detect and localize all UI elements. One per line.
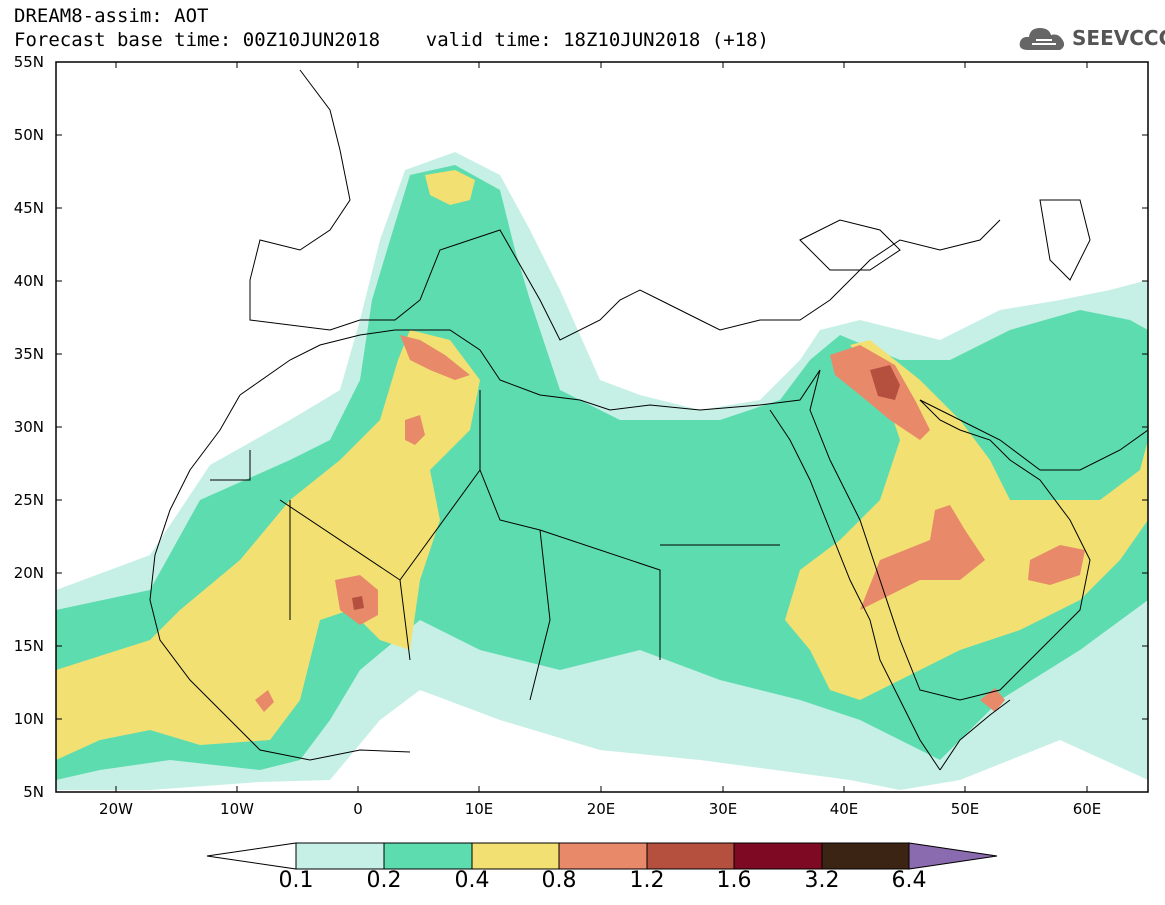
aot-band-1-2 xyxy=(352,596,364,610)
colorbar-bin xyxy=(471,842,560,870)
aot-band-0-8 xyxy=(400,335,470,380)
coastline-arabia xyxy=(809,369,1091,701)
colorbar-label: 3.2 xyxy=(804,868,840,893)
aot-band-0-4 xyxy=(425,170,475,205)
colorbar-label: 6.4 xyxy=(891,868,927,893)
colorbar-high-arrow xyxy=(908,842,998,870)
colorbar-bin xyxy=(558,842,648,870)
colorbar-label: 0.2 xyxy=(366,868,402,893)
coastline-black-sea xyxy=(799,219,901,271)
lon-label: 50E xyxy=(950,800,980,818)
coastline-caspian xyxy=(1039,199,1091,281)
lon-label: 40E xyxy=(829,800,859,818)
colorbar-label: 1.6 xyxy=(716,868,752,893)
lon-label: 30E xyxy=(708,800,738,818)
coastlines xyxy=(149,69,1148,771)
lon-label: 10E xyxy=(464,800,494,818)
coastline-persian-gulf xyxy=(919,399,1148,471)
lat-label: 25N xyxy=(13,491,44,509)
colorbar-bin xyxy=(646,842,735,870)
aot-field xyxy=(56,62,1148,792)
seevccc-logo: SEEVCCC xyxy=(1018,22,1165,54)
lat-label: 55N xyxy=(13,53,44,71)
lat-label: 15N xyxy=(13,637,44,655)
logo-text: SEEVCCC xyxy=(1072,26,1165,50)
aot-band-1-2 xyxy=(870,365,900,400)
forecast-times: Forecast base time: 00Z10JUN2018 valid t… xyxy=(14,29,769,51)
lon-label: 20W xyxy=(99,800,133,818)
coastline-red-sea xyxy=(769,409,941,771)
aot-band-0-4 xyxy=(785,340,1148,700)
colorbar-bin xyxy=(733,842,823,870)
lat-ticks xyxy=(56,61,1148,793)
aot-band-0-8 xyxy=(1028,545,1085,585)
map-title: DREAM8-assim: AOT xyxy=(14,5,209,27)
lat-label: 40N xyxy=(13,272,44,290)
coastline-horn-africa xyxy=(939,699,1011,771)
colorbar-bin xyxy=(383,842,473,870)
colorbar-label: 1.2 xyxy=(629,868,665,893)
colorbar-bin xyxy=(821,842,910,870)
aot-band-0-8 xyxy=(405,415,425,445)
lat-label: 45N xyxy=(13,199,44,217)
lat-label: 35N xyxy=(13,345,44,363)
colorbar-bin xyxy=(295,842,385,870)
coastline-west-africa xyxy=(149,394,411,761)
colorbar-label: 0.1 xyxy=(278,868,314,893)
cloud-icon xyxy=(1019,28,1065,50)
colorbar-label: 0.8 xyxy=(541,868,577,893)
coastline-mediterranean-africa xyxy=(239,329,821,411)
colorbar xyxy=(206,842,998,870)
aot-band-0-8 xyxy=(980,688,1005,712)
coastline-europe xyxy=(249,69,1001,341)
lon-label: 60E xyxy=(1072,800,1102,818)
lat-label: 10N xyxy=(13,710,44,728)
lat-label: 20N xyxy=(13,564,44,582)
lon-label: 0 xyxy=(353,800,363,818)
lon-label: 20E xyxy=(586,800,616,818)
aot-band-0-8 xyxy=(860,505,985,610)
borders-africa xyxy=(210,390,780,701)
colorbar-label: 0.4 xyxy=(454,868,490,893)
aot-band-0-4 xyxy=(56,330,480,760)
lon-ticks xyxy=(115,62,1088,792)
lon-label: 10W xyxy=(220,800,254,818)
lat-label: 50N xyxy=(13,126,44,144)
aot-band-0-8 xyxy=(255,690,274,712)
colorbar-low-arrow xyxy=(206,842,297,870)
lat-label: 5N xyxy=(23,783,44,801)
lat-label: 30N xyxy=(13,418,44,436)
